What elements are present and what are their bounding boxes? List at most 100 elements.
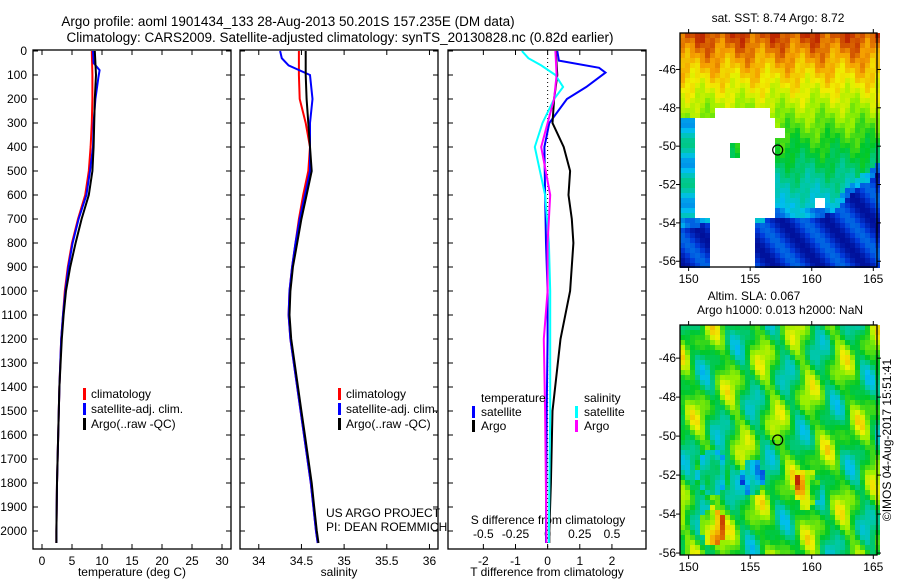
map-cell [820,525,825,530]
map-cell [760,415,765,420]
map-cell [715,365,720,370]
map-cell [785,350,790,355]
map-cell [810,450,815,455]
map-cell [760,158,765,163]
map-cell [785,253,790,258]
map-cell [765,480,770,485]
map-cell [835,203,840,208]
map-cell [795,113,800,118]
map-cell [745,435,750,440]
map-cell [725,415,730,420]
map-cell [855,375,860,380]
map-cell [820,78,825,83]
map-cell [740,395,745,400]
map-cell [855,58,860,63]
map-cell [820,218,825,223]
map-cell [685,263,690,268]
map-cell [725,173,730,178]
map-cell [705,500,710,505]
map-cell [705,243,710,248]
map-cell [710,133,715,138]
map-cell [840,450,845,455]
map-cell [820,203,825,208]
map-cell [800,183,805,188]
map-cell [710,330,715,335]
map-cell [810,98,815,103]
map-cell [845,128,850,133]
map-cell [680,168,685,173]
map-cell [685,123,690,128]
map-cell [805,243,810,248]
map-cell [710,33,715,38]
map-cell [750,48,755,53]
map-cell [820,500,825,505]
map-cell [785,515,790,520]
map-cell [715,345,720,350]
map-cell [850,360,855,365]
map-cell [730,345,735,350]
map-cell [695,330,700,335]
map-cell [840,203,845,208]
map-cell [760,93,765,98]
map-cell [755,440,760,445]
profile-panel-2: 34 34.5 35 35.5 36salinityclimatologysatelli… [239,49,439,579]
map-cell [835,228,840,233]
map-cell [825,78,830,83]
map-cell [790,138,795,143]
map-cell [815,520,820,525]
map-cell [735,435,740,440]
map-cell [690,223,695,228]
map-cell [780,123,785,128]
map-cell [775,350,780,355]
map-cell [825,258,830,263]
map-cell [750,350,755,355]
map-cell [845,168,850,173]
map-cell [690,153,695,158]
map-cell [785,430,790,435]
map-cell [735,243,740,248]
map-cell [700,515,705,520]
map-cell [795,48,800,53]
map-cell [790,355,795,360]
map-cell [865,415,870,420]
map-cell [845,420,850,425]
map-cell [845,68,850,73]
map-cell [845,243,850,248]
map-cell [805,83,810,88]
map-cell [815,208,820,213]
map-cell [870,485,875,490]
map-cell [730,138,735,143]
map-cell [695,153,700,158]
map-cell [755,465,760,470]
map-cell [785,370,790,375]
map-cell [845,510,850,515]
map-cell [815,33,820,38]
map-cell [855,435,860,440]
legend-label: satellite-adj. clim. [91,402,183,416]
map-cell [790,460,795,465]
x-tick-label: 10 [95,554,109,568]
map-cell [865,213,870,218]
map-cell [695,335,700,340]
map-cell [780,118,785,123]
map-cell [725,525,730,530]
map-cell [805,510,810,515]
map-cell [765,103,770,108]
map-cell [700,143,705,148]
y-tick-label: 1100 [1,308,27,322]
map-cell [700,83,705,88]
legend-swatch [338,403,341,415]
map-cell [690,525,695,530]
map-cell [810,203,815,208]
map-cell [805,515,810,520]
map-cell [835,430,840,435]
map-cell [745,93,750,98]
map-cell [790,490,795,495]
map-cell [725,370,730,375]
map-cell [865,63,870,68]
map-cell [720,455,725,460]
map-cell [730,510,735,515]
map-cell [785,103,790,108]
map-cell [830,53,835,58]
map-cell [825,430,830,435]
